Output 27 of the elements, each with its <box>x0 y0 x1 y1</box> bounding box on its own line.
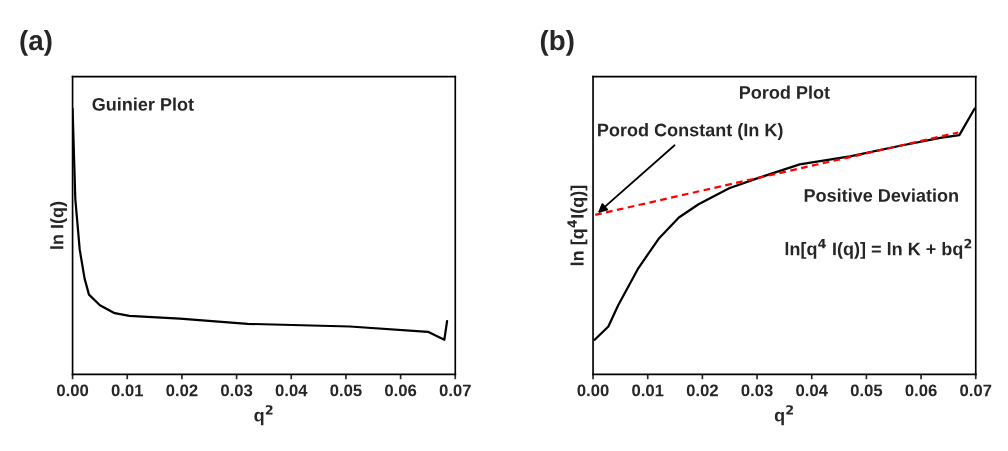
chart-title: (b) <box>540 29 574 56</box>
chart-subtitle: Guinier Plot <box>92 97 194 111</box>
x-tick-label: 0.05 <box>850 384 883 397</box>
chart-title: (a) <box>20 29 52 56</box>
x-tick-label: 0.04 <box>796 384 828 397</box>
x-tick-label: 0.02 <box>166 384 198 397</box>
annotation: Porod Constant (In K) <box>598 123 783 140</box>
x-tick-label: 0.01 <box>632 384 664 397</box>
x-tick-label: 0.05 <box>330 384 362 397</box>
x-tick-label: 0.01 <box>111 384 143 397</box>
x-tick-label: 0.00 <box>57 384 89 397</box>
x-tick-label: 0.02 <box>686 384 718 397</box>
annotation: Positive Deviation <box>804 188 958 202</box>
x-tick-label: 0.03 <box>221 384 253 397</box>
x-axis-title: q$^{2}$ <box>254 405 273 426</box>
annotation: ln[q$^{4}$ I(q)] = ln K + bq$^{2}$ <box>785 238 972 259</box>
x-axis-title: q$^{2}$ <box>774 405 793 426</box>
chart-subtitle: Porod Plot <box>739 85 830 99</box>
x-tick-label: 0.04 <box>275 384 308 397</box>
x-tick-label: 0.03 <box>741 384 773 397</box>
y-axis-title: ln I(q) <box>50 201 68 249</box>
x-tick-label: 0.07 <box>439 384 471 397</box>
x-tick-label: 0.07 <box>960 384 992 397</box>
x-tick-label: 0.06 <box>385 384 417 397</box>
x-tick-label: 0.00 <box>577 384 609 397</box>
y-axis-title: ln [q$^{4}$I(q)] <box>567 185 588 266</box>
x-tick-label: 0.06 <box>905 384 937 397</box>
